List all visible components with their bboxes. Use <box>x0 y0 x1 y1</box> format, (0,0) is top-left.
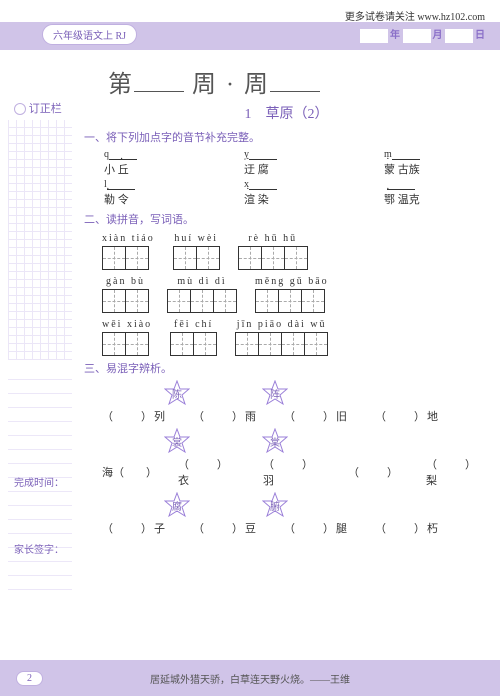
char-box <box>255 289 279 313</box>
book-badge: 六年级语文上 RJ <box>42 24 137 45</box>
owl-icon <box>14 103 26 115</box>
star-char: 棠 <box>262 428 288 454</box>
section1-heading: 一、将下列加点字的音节补充完整。 <box>84 129 485 145</box>
pinyin-group: xiàn tiáo <box>102 233 155 270</box>
footer-poem: 居延城外猎天骄，白草连天野火烧。——王维 <box>0 671 500 686</box>
char-box <box>238 246 262 270</box>
lesson-title: 1 草原（2） <box>88 103 485 123</box>
char-box <box>102 332 126 356</box>
q3-row: （ ）子（ ）豆（ ）腿（ ）朽 <box>102 520 485 536</box>
char-box <box>102 289 126 313</box>
star-char: 腐 <box>164 492 190 518</box>
section2-heading: 二、读拼音，写词语。 <box>84 211 485 227</box>
char-box <box>102 246 126 270</box>
char-box <box>190 289 214 313</box>
pinyin-group: huí wèi <box>173 233 220 270</box>
q3-row: 海（ ）（ ）衣（ ）羽（ ）（ ）梨 <box>102 456 485 488</box>
pinyin-group: mù dì dì <box>167 276 237 313</box>
char-box <box>125 289 149 313</box>
q2-block: xiàn tiáo huí wèi rè hū hū gàn bù mù dì dì mě… <box>88 233 485 356</box>
main-content: 第 周 · 周 1 草原（2） 一、将下列加点字的音节补充完整。 q小 丘y 迂… <box>88 58 485 646</box>
char-box <box>235 332 259 356</box>
left-column: 订正栏 完成时间： 家长签字： <box>0 90 80 646</box>
top-link: 更多试卷请关注 www.hz102.com <box>345 8 485 23</box>
char-box <box>284 246 308 270</box>
char-box <box>125 246 149 270</box>
date-fields: 年 月 日 <box>360 26 485 43</box>
star-char: 陈 <box>164 380 190 406</box>
char-box <box>261 246 285 270</box>
char-box <box>193 332 217 356</box>
char-box <box>167 289 191 313</box>
char-box <box>304 332 328 356</box>
pinyin-group: fēi chí <box>170 319 217 356</box>
pinyin-group: rè hū hū <box>238 233 308 270</box>
char-box <box>170 332 194 356</box>
char-box <box>173 246 197 270</box>
star-char: 腑 <box>262 492 288 518</box>
pinyin-group: měng gǔ bāo <box>255 276 329 313</box>
char-box <box>196 246 220 270</box>
week-title: 第 周 · 周 <box>108 64 485 99</box>
pinyin-group: wēi xiào <box>102 319 152 356</box>
grid-pattern <box>8 120 72 360</box>
q1-item: m 蒙 古族 <box>384 149 474 177</box>
star-char: 裳 <box>164 428 190 454</box>
q1-item: q小 丘 <box>104 149 194 177</box>
q1-item: x 渲 染 <box>244 179 334 207</box>
section3-heading: 三、易混字辨析。 <box>84 360 485 376</box>
q1-item: 鄂 温克 <box>384 179 474 207</box>
char-box <box>125 332 149 356</box>
char-box <box>213 289 237 313</box>
char-box <box>258 332 282 356</box>
q1-block: q小 丘 y 迂 腐 m 蒙 古族 l 勒 令 x 渲 染 鄂 温克 <box>104 149 485 207</box>
pinyin-group: jīn piāo dài wǔ <box>235 319 328 356</box>
correction-label: 订正栏 <box>14 100 80 116</box>
q3-block: 陈 阵 （ ）列（ ）雨（ ）旧（ ）地裳 棠海（ ）（ ）衣（ ）羽（ ）（ ）梨腐… <box>102 380 485 536</box>
lines-pattern <box>8 370 72 590</box>
pinyin-group: gàn bù <box>102 276 149 313</box>
q1-item: l 勒 令 <box>104 179 194 207</box>
char-box <box>281 332 305 356</box>
star-char: 阵 <box>262 380 288 406</box>
char-box <box>278 289 302 313</box>
char-box <box>301 289 325 313</box>
q1-item: y 迂 腐 <box>244 149 334 177</box>
q3-row: （ ）列（ ）雨（ ）旧（ ）地 <box>102 408 485 424</box>
